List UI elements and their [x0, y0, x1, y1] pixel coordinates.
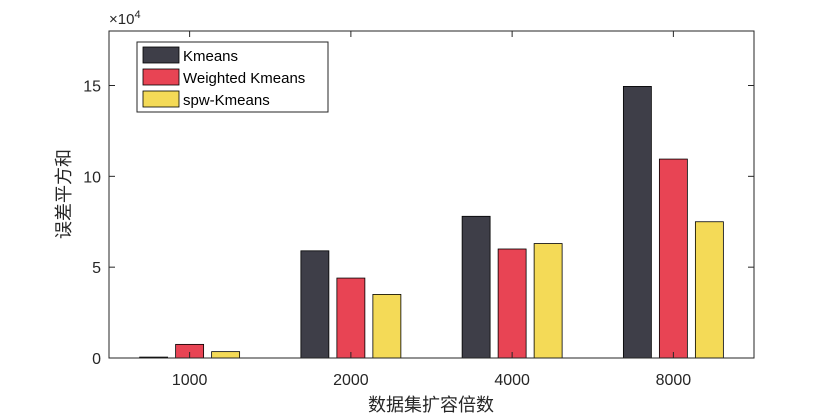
y-tick-label: 5: [92, 260, 101, 277]
x-tick-label: 1000: [172, 372, 208, 389]
bar-weighted-kmeans-8000: [658, 158, 688, 359]
bar-spw-kmeans-4000: [533, 243, 563, 359]
tick-labels-group: 0 5 10 15 1000 2000 4000 8000: [83, 79, 691, 390]
bar-weighted-kmeans-2000: [336, 277, 366, 359]
legend: Kmeans Weighted Kmeans spw-Kmeans: [136, 41, 329, 113]
x-axis-title: 数据集扩容倍数: [368, 395, 494, 416]
x-tick-label: 2000: [333, 372, 369, 389]
bar-spw-kmeans-8000: [694, 221, 724, 359]
y-tick-label: 15: [83, 79, 101, 96]
legend-label-spw-kmeans: spw-Kmeans: [183, 92, 270, 109]
axes-box: [108, 30, 755, 359]
legend-swatch-spw-kmeans: [142, 90, 180, 108]
bar-spw-kmeans-1000: [211, 351, 241, 359]
bar-kmeans-8000: [622, 86, 652, 359]
bars-group: [139, 86, 724, 359]
legend-swatch-kmeans: [142, 46, 180, 64]
y-exponent-label: ×104: [109, 9, 141, 28]
legend-label-kmeans: Kmeans: [183, 48, 238, 65]
x-tick-label: 8000: [656, 372, 692, 389]
legend-swatch-weighted-kmeans: [142, 68, 180, 86]
y-tick-label: 0: [92, 351, 101, 368]
y-tick-label: 10: [83, 169, 101, 186]
bar-weighted-kmeans-4000: [497, 248, 527, 359]
bar-kmeans-4000: [461, 215, 491, 359]
legend-label-weighted-kmeans: Weighted Kmeans: [183, 70, 305, 87]
bar-spw-kmeans-2000: [372, 294, 402, 359]
y-axis-title: 误差平方和: [54, 149, 75, 239]
bar-kmeans-2000: [300, 250, 330, 359]
x-tick-label: 4000: [494, 372, 530, 389]
axes-group: [108, 30, 755, 359]
